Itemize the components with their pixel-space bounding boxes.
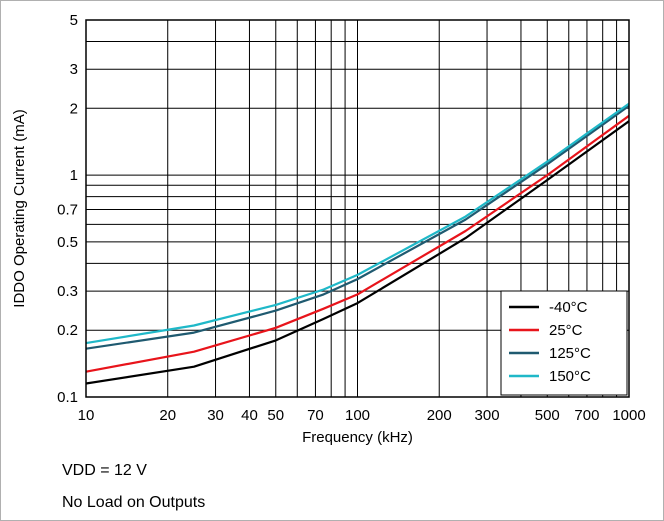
x-tick-label: 30 <box>207 407 224 424</box>
x-tick-label: 1000 <box>612 407 645 424</box>
series-line <box>85 105 630 350</box>
y-tick-label: 5 <box>70 12 78 29</box>
x-tick-label: 200 <box>427 407 452 424</box>
x-tick-label: 500 <box>535 407 560 424</box>
y-tick-label: 0.7 <box>57 201 78 218</box>
x-tick-label: 100 <box>345 407 370 424</box>
legend-label: 25°C <box>549 322 583 339</box>
x-tick-label: 700 <box>574 407 599 424</box>
legend-box <box>500 290 628 396</box>
series-line <box>85 102 630 345</box>
x-tick-label: 300 <box>475 407 500 424</box>
condition-load: No Load on Outputs <box>62 494 206 511</box>
y-tick-label: 0.2 <box>57 322 78 339</box>
legend-label: 150°C <box>549 368 591 385</box>
x-tick-label: 20 <box>159 407 176 424</box>
y-tick-label: 1 <box>70 167 78 184</box>
x-axis-title: Frequency (kHz) <box>302 429 413 446</box>
y-axis-title: IDDO Operating Current (mA) <box>11 109 28 307</box>
legend-label: -40°C <box>549 299 588 316</box>
x-tick-label: 70 <box>307 407 324 424</box>
y-tick-label: 0.5 <box>57 234 78 251</box>
legend: -40°C 25°C 125°C 150°C <box>500 290 628 396</box>
y-tick-label: 0.3 <box>57 283 78 300</box>
y-tick-label: 0.1 <box>57 389 78 406</box>
chart: 0.1 0.2 0.3 0.5 0.7 1 2 3 5 10 20 30 40 50 70 100 200 300… <box>11 12 646 446</box>
y-tick-label: 2 <box>70 100 78 117</box>
series-line <box>85 114 630 373</box>
plot-border <box>85 19 630 398</box>
condition-vdd: VDD = 12 V <box>62 462 147 479</box>
series-line <box>85 120 630 385</box>
x-tick-label: 50 <box>267 407 284 424</box>
legend-label: 125°C <box>549 345 591 362</box>
x-tick-label: 10 <box>78 407 95 424</box>
x-tick-label: 40 <box>241 407 258 424</box>
y-tick-label: 3 <box>70 61 78 78</box>
